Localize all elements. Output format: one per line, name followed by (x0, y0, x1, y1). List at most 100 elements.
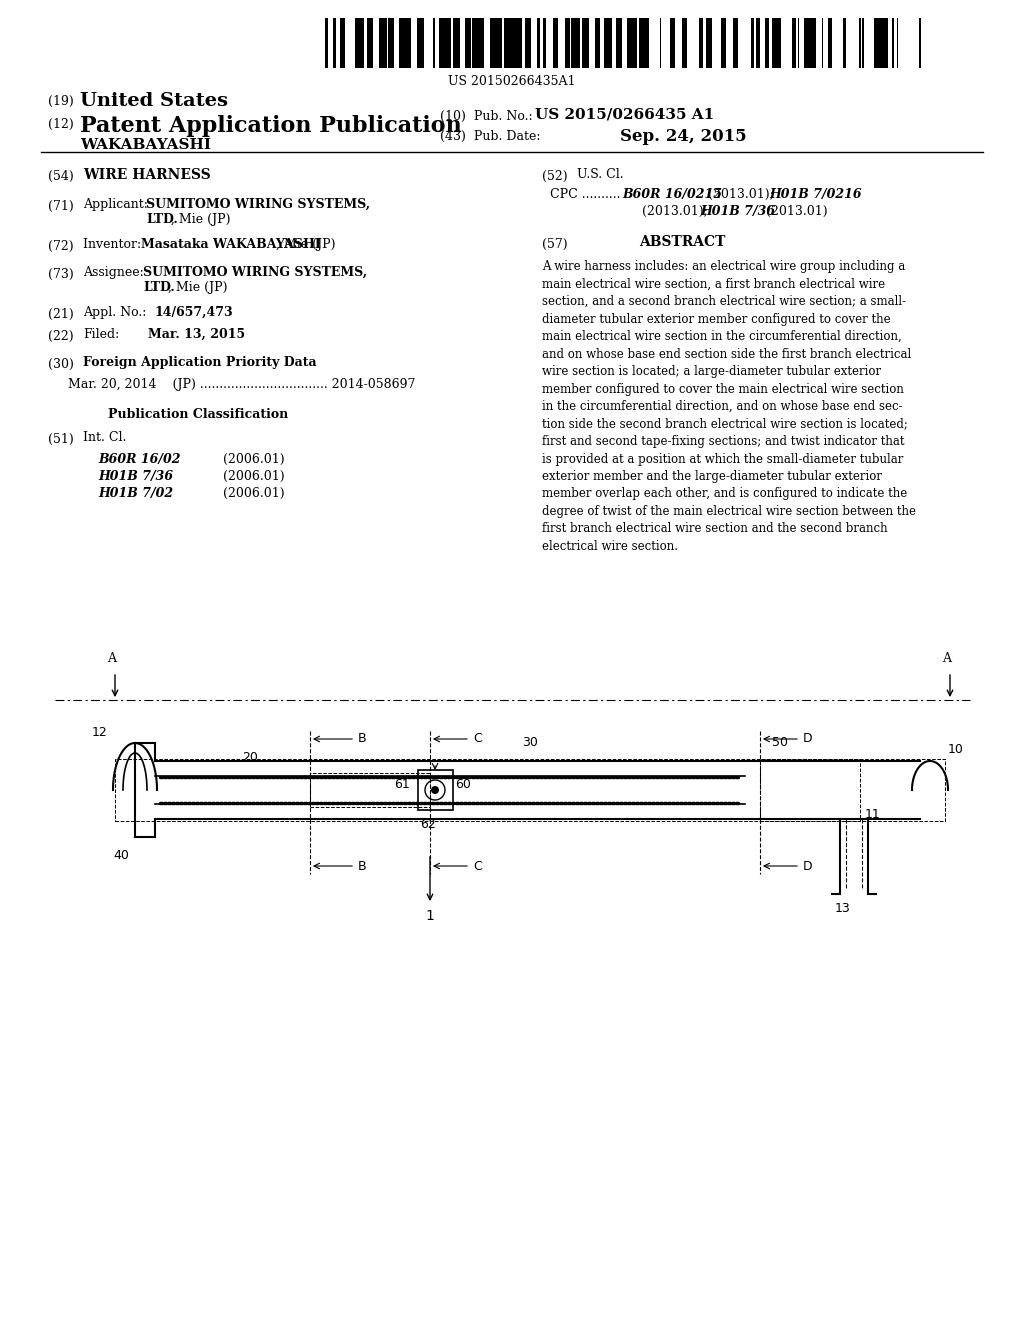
Text: , Mie (JP): , Mie (JP) (171, 213, 230, 226)
Text: (10)  Pub. No.:: (10) Pub. No.: (440, 110, 532, 123)
Text: LTD.: LTD. (146, 213, 178, 226)
Text: 62: 62 (420, 818, 436, 832)
Bar (445, 18, 450, 69)
Bar (799, 18, 804, 69)
Bar (611, 18, 616, 69)
Circle shape (431, 785, 439, 795)
Text: SUMITOMO WIRING SYSTEMS,: SUMITOMO WIRING SYSTEMS, (143, 267, 368, 279)
Bar (453, 18, 457, 69)
Bar (421, 18, 424, 69)
Bar (721, 18, 725, 69)
Bar (637, 18, 639, 69)
Bar (597, 18, 598, 69)
Bar (712, 18, 714, 69)
Bar (706, 18, 711, 69)
Text: C: C (473, 859, 481, 873)
Bar (557, 18, 560, 69)
Bar (880, 18, 885, 69)
Bar (560, 18, 565, 69)
Bar (507, 18, 510, 69)
Text: Assignee:: Assignee: (83, 267, 147, 279)
Text: B: B (358, 733, 367, 746)
Text: (43)  Pub. Date:: (43) Pub. Date: (440, 129, 541, 143)
Text: CPC ..........: CPC .......... (550, 187, 621, 201)
Bar (414, 18, 417, 69)
Bar (697, 18, 698, 69)
Bar (515, 18, 518, 69)
Text: C: C (473, 733, 481, 746)
Bar (728, 18, 733, 69)
Text: Applicant:: Applicant: (83, 198, 152, 211)
Text: (12): (12) (48, 117, 74, 131)
Bar (754, 18, 756, 69)
Bar (675, 18, 679, 69)
Bar (835, 18, 838, 69)
Bar (333, 18, 336, 69)
Bar (605, 18, 607, 69)
Bar (462, 18, 465, 69)
Bar (537, 18, 540, 69)
Bar (565, 18, 566, 69)
Bar (899, 18, 904, 69)
Bar (549, 18, 553, 69)
Bar (546, 18, 549, 69)
Text: (71): (71) (48, 201, 74, 213)
Text: Mar. 13, 2015: Mar. 13, 2015 (148, 327, 245, 341)
Text: Int. Cl.: Int. Cl. (83, 432, 126, 444)
Bar (616, 18, 621, 69)
Bar (717, 18, 721, 69)
Bar (386, 18, 388, 69)
Bar (760, 18, 765, 69)
Bar (631, 18, 633, 69)
Text: 1: 1 (426, 909, 434, 923)
Text: H01B 7/0216: H01B 7/0216 (769, 187, 861, 201)
Bar (310, 18, 314, 69)
Bar (470, 18, 472, 69)
Bar (571, 18, 572, 69)
Bar (818, 18, 821, 69)
Bar (321, 18, 325, 69)
Bar (748, 18, 751, 69)
Text: Mar. 20, 2014    (JP) ................................. 2014-058697: Mar. 20, 2014 (JP) .....................… (68, 378, 416, 391)
Bar (406, 18, 411, 69)
Bar (367, 18, 370, 69)
Bar (450, 18, 451, 69)
Bar (765, 18, 769, 69)
Bar (804, 18, 808, 69)
Bar (417, 18, 421, 69)
Bar (575, 18, 580, 69)
Bar (662, 18, 666, 69)
Bar (388, 18, 389, 69)
Text: 13: 13 (835, 902, 851, 915)
Text: (2013.01);: (2013.01); (705, 187, 778, 201)
Text: A: A (942, 652, 951, 665)
Text: 14/657,473: 14/657,473 (155, 306, 233, 319)
Bar (580, 18, 582, 69)
Text: (72): (72) (48, 240, 74, 253)
Text: (51): (51) (48, 433, 74, 446)
Bar (373, 18, 376, 69)
Bar (572, 18, 575, 69)
Bar (621, 18, 622, 69)
Bar (504, 18, 507, 69)
Bar (499, 18, 502, 69)
Text: 61: 61 (394, 779, 410, 792)
Bar (314, 18, 316, 69)
Text: 11: 11 (865, 808, 881, 821)
Bar (679, 18, 682, 69)
Bar (655, 18, 656, 69)
Bar (588, 18, 589, 69)
Bar (775, 18, 776, 69)
Bar (310, 774, 430, 807)
Bar (540, 18, 543, 69)
Bar (639, 18, 641, 69)
Bar (856, 18, 859, 69)
Text: (52): (52) (542, 170, 567, 183)
Bar (530, 18, 534, 69)
Bar (796, 18, 798, 69)
Text: A: A (108, 652, 117, 665)
Text: (2013.01): (2013.01) (762, 205, 827, 218)
Bar (418, 770, 453, 810)
Bar (733, 18, 737, 69)
Bar (776, 18, 781, 69)
